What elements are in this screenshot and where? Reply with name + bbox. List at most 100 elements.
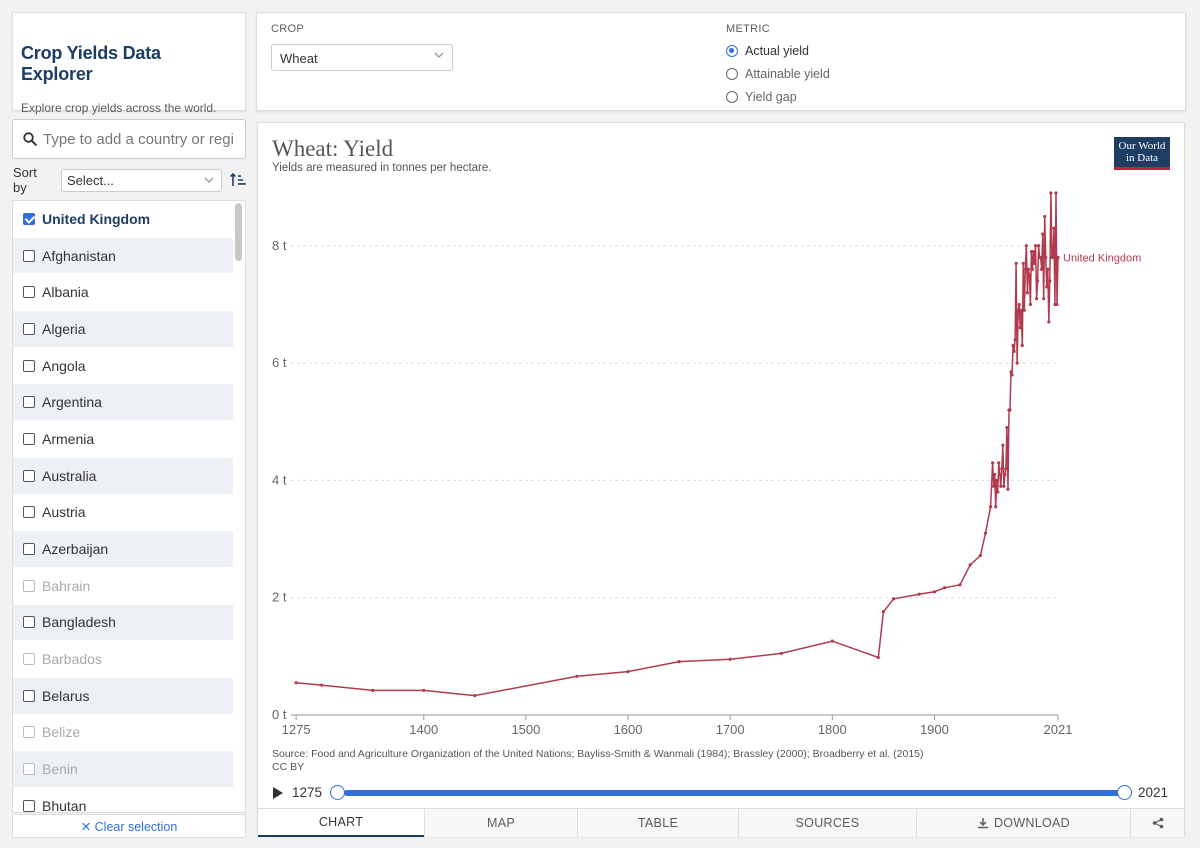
- data-point: [1041, 232, 1045, 236]
- country-item[interactable]: Belarus: [13, 677, 233, 715]
- checkbox-icon[interactable]: [23, 432, 35, 445]
- data-point: [983, 531, 988, 535]
- checkbox-icon: [23, 763, 35, 776]
- country-item[interactable]: Albania: [13, 274, 233, 312]
- country-item[interactable]: Angola: [13, 348, 233, 385]
- data-point: [1044, 255, 1048, 260]
- metric-option-actual-yield[interactable]: Actual yield: [726, 44, 809, 58]
- data-point: [1055, 302, 1059, 307]
- radio-selected-icon: [726, 45, 738, 57]
- checkbox-icon[interactable]: [23, 616, 35, 629]
- country-item[interactable]: Bhutan: [13, 788, 233, 812]
- list-scrollbar[interactable]: [235, 203, 242, 261]
- search-icon: [23, 132, 37, 146]
- checkbox-icon[interactable]: [23, 543, 35, 556]
- sort-label: Sort by: [13, 165, 37, 195]
- data-point: [1001, 443, 1005, 447]
- checkbox-icon[interactable]: [23, 469, 35, 482]
- data-point: [1005, 426, 1009, 430]
- country-item[interactable]: Bangladesh: [13, 604, 233, 642]
- data-point: [1043, 214, 1047, 219]
- metric-option-label: Actual yield: [745, 44, 809, 58]
- play-icon[interactable]: [272, 787, 284, 799]
- country-item[interactable]: Argentina: [13, 384, 233, 422]
- logo-line1: Our World: [1118, 140, 1166, 152]
- checkbox-icon[interactable]: [23, 799, 35, 812]
- country-item[interactable]: Azerbaijan: [13, 531, 233, 568]
- source-text: Source: Food and Agriculture Organizatio…: [272, 748, 924, 760]
- series-line-united-kingdom: [296, 192, 1059, 697]
- country-label: Bahrain: [42, 577, 91, 594]
- data-point: [995, 478, 999, 482]
- x-tick-label: 1500: [511, 722, 540, 737]
- tab-map[interactable]: MAP: [424, 809, 577, 837]
- title-panel: Crop Yields Data Explorer Explore crop y…: [12, 12, 246, 115]
- data-point: [993, 472, 997, 477]
- y-tick-label: 6 t: [272, 355, 287, 370]
- tab-download[interactable]: DOWNLOAD: [916, 809, 1130, 837]
- country-item: Belize: [13, 715, 233, 752]
- chart-panel: 0 t 2 t 4 t 6 t 8 t 1275 1400 1500 1600 1700 1800 1…: [257, 122, 1185, 837]
- data-point: [1039, 255, 1043, 260]
- timeline-end-handle[interactable]: [1117, 785, 1132, 800]
- sort-order-icon[interactable]: [229, 171, 247, 189]
- metric-option-attainable-yield[interactable]: Attainable yield: [726, 67, 830, 81]
- data-point: [1048, 279, 1052, 283]
- clear-selection-button[interactable]: ✕ Clear selection: [12, 814, 246, 838]
- checkbox-icon: [23, 726, 35, 739]
- country-item: Bahrain: [13, 568, 233, 605]
- owid-logo[interactable]: Our World in Data: [1114, 137, 1170, 170]
- tab-sources[interactable]: SOURCES: [738, 809, 916, 837]
- checkbox-icon: [23, 579, 35, 592]
- chart-subtitle: Yields are measured in tonnes per hectar…: [272, 162, 492, 174]
- checkbox-icon[interactable]: [23, 689, 35, 702]
- sort-select[interactable]: Select...: [60, 168, 223, 192]
- data-point: [992, 484, 996, 488]
- data-point: [958, 583, 962, 587]
- data-point: [1027, 273, 1032, 277]
- search-input[interactable]: [43, 130, 233, 148]
- data-point: [473, 694, 477, 698]
- timeline-track[interactable]: [344, 790, 1132, 796]
- country-item: Benin: [13, 751, 233, 788]
- data-point: [991, 461, 995, 465]
- data-point: [994, 505, 998, 509]
- crop-select[interactable]: Wheat: [271, 44, 453, 71]
- data-point: [1017, 302, 1021, 307]
- country-item[interactable]: Armenia: [13, 421, 233, 458]
- metric-option-label: Attainable yield: [745, 67, 830, 81]
- data-point: [1046, 267, 1050, 271]
- tab-chart[interactable]: CHART: [258, 809, 424, 837]
- chart-area: 0 t 2 t 4 t 6 t 8 t 1275 1400 1500 1600 1700 1800 1…: [272, 191, 1141, 737]
- country-item[interactable]: Afghanistan: [13, 237, 233, 275]
- country-item[interactable]: Australia: [13, 457, 233, 495]
- data-point: [1032, 261, 1037, 265]
- country-label: Azerbaijan: [42, 541, 109, 558]
- checkbox-icon[interactable]: [23, 249, 35, 262]
- metric-option-yield-gap[interactable]: Yield gap: [726, 90, 797, 104]
- country-item: Barbados: [13, 641, 233, 678]
- chart-source: Source: Food and Agriculture Organizatio…: [272, 748, 924, 774]
- country-label: Belize: [42, 724, 81, 741]
- data-point: [1020, 343, 1024, 348]
- tab-table[interactable]: TABLE: [577, 809, 738, 837]
- country-list: United Kingdom Afghanistan Albania Algeria A…: [12, 200, 246, 813]
- country-item[interactable]: United Kingdom: [13, 201, 233, 238]
- checkbox-icon[interactable]: [23, 396, 35, 409]
- data-point: [1042, 296, 1046, 301]
- controls-panel: CROP Wheat METRIC Actual yield Attainabl…: [256, 12, 1186, 111]
- checkbox-icon[interactable]: [23, 359, 35, 372]
- checkbox-icon[interactable]: [23, 506, 35, 519]
- x-tick-label: 2021: [1044, 722, 1073, 737]
- country-item[interactable]: Algeria: [13, 311, 233, 348]
- checkbox-icon[interactable]: [23, 286, 35, 299]
- checkbox-icon[interactable]: [23, 322, 35, 335]
- timeline-start-handle[interactable]: [330, 785, 345, 800]
- share-button[interactable]: [1130, 809, 1184, 837]
- radio-icon: [726, 91, 738, 103]
- data-point: [932, 590, 937, 594]
- country-item[interactable]: Austria: [13, 495, 233, 532]
- data-point: [1003, 472, 1007, 477]
- metric-option-label: Yield gap: [745, 90, 797, 104]
- checkbox-checked-icon[interactable]: [23, 212, 35, 225]
